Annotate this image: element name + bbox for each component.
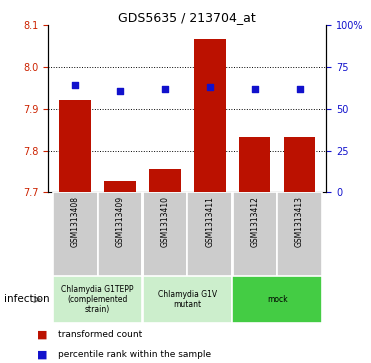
Bar: [239, 137, 270, 192]
Bar: [277, 192, 322, 276]
Bar: [59, 100, 91, 192]
Text: mock: mock: [267, 295, 288, 304]
Text: percentile rank within the sample: percentile rank within the sample: [58, 350, 211, 359]
Text: ■: ■: [37, 329, 47, 339]
Bar: [187, 192, 232, 276]
Text: GSM1313413: GSM1313413: [295, 196, 304, 247]
Text: GSM1313409: GSM1313409: [115, 196, 125, 247]
Bar: [194, 39, 226, 192]
Bar: [104, 181, 136, 192]
Bar: [142, 276, 232, 323]
Text: GSM1313408: GSM1313408: [70, 196, 80, 247]
Text: transformed count: transformed count: [58, 330, 142, 339]
Text: GSM1313411: GSM1313411: [205, 196, 214, 246]
Text: ■: ■: [37, 349, 47, 359]
Point: [72, 82, 78, 87]
Bar: [142, 192, 187, 276]
Text: infection: infection: [4, 294, 49, 305]
Point: [252, 86, 257, 92]
Bar: [149, 170, 181, 192]
Point: [117, 87, 123, 93]
Text: GSM1313410: GSM1313410: [160, 196, 170, 247]
Bar: [284, 137, 315, 192]
Text: Chlamydia G1TEPP
(complemented
strain): Chlamydia G1TEPP (complemented strain): [61, 285, 134, 314]
Text: Chlamydia G1V
mutant: Chlamydia G1V mutant: [158, 290, 217, 309]
Point: [162, 86, 168, 92]
Bar: [232, 276, 322, 323]
Bar: [53, 192, 98, 276]
Text: GSM1313412: GSM1313412: [250, 196, 259, 246]
Point: [296, 86, 302, 92]
Title: GDS5635 / 213704_at: GDS5635 / 213704_at: [118, 11, 256, 24]
Bar: [98, 192, 142, 276]
Bar: [53, 276, 142, 323]
Point: [207, 84, 213, 90]
Bar: [232, 192, 277, 276]
